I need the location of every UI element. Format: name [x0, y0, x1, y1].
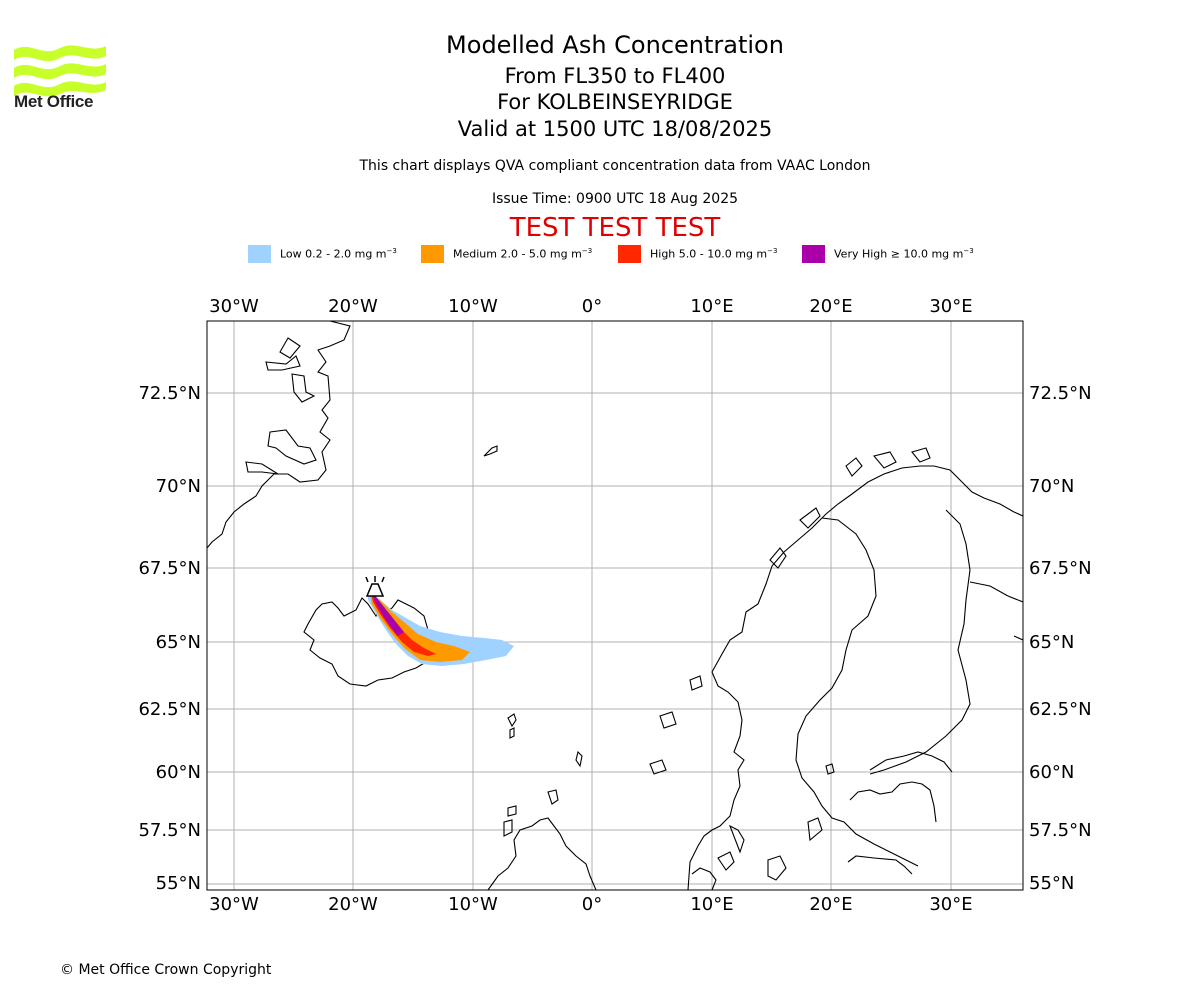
map-frame [206, 320, 1024, 891]
scotland-coast [487, 817, 597, 890]
lon-tick-label: 20°E [809, 894, 852, 915]
jan-mayen-coast [483, 445, 498, 457]
lat-tick-label: 70°N [1029, 476, 1074, 497]
flight-level-range: From FL350 to FL400 [504, 64, 726, 88]
denmark-coast [691, 851, 735, 890]
copyright-notice: © Met Office Crown Copyright [60, 962, 272, 978]
lat-tick-label: 67.5°N [138, 558, 201, 579]
map-gridlines [207, 321, 1023, 890]
lat-tick-label: 57.5°N [1029, 820, 1092, 841]
lat-tick-label: 72.5°N [138, 383, 201, 404]
lat-ticks-left: 72.5°N 70°N 67.5°N 65°N 62.5°N 60°N 57.5… [138, 383, 201, 894]
lon-tick-label: 20°E [809, 296, 852, 317]
issue-time: Issue Time: 0900 UTC 18 Aug 2025 [491, 191, 739, 207]
legend-item-very-high: Very High ≥ 10.0 mg m−3 [802, 244, 974, 264]
lon-tick-label: 10°E [690, 894, 733, 915]
lon-tick-label: 20°W [328, 296, 378, 317]
finland-coast [869, 509, 971, 775]
lon-ticks-top: 30°W 20°W 10°W 0° 10°E 20°E 30°E [209, 296, 972, 317]
lon-tick-label: 10°E [690, 296, 733, 317]
iceland-coast [303, 597, 431, 687]
chart-description: This chart displays QVA compliant concen… [359, 158, 871, 174]
lon-tick-label: 0° [582, 296, 602, 317]
volcano-icon [365, 576, 385, 597]
test-banner: TEST TEST TEST [509, 213, 721, 243]
lat-tick-label: 65°N [156, 632, 201, 653]
legend-item-low: Low 0.2 - 2.0 mg m−3 [248, 244, 397, 264]
greenland-coast [207, 321, 351, 549]
lon-tick-label: 30°E [929, 894, 972, 915]
legend-item-high: High 5.0 - 10.0 mg m−3 [618, 244, 777, 264]
lon-tick-label: 30°E [929, 296, 972, 317]
chart-title: Modelled Ash Concentration [446, 31, 784, 59]
valid-time: Valid at 1500 UTC 18/08/2025 [457, 117, 773, 141]
legend-swatch-very-high [802, 245, 825, 263]
lon-ticks-bottom: 30°W 20°W 10°W 0° 10°E 20°E 30°E [209, 894, 972, 915]
lat-tick-label: 55°N [1029, 873, 1074, 894]
lon-tick-label: 30°W [209, 296, 259, 317]
lon-tick-label: 0° [582, 894, 602, 915]
legend-item-medium: Medium 2.0 - 5.0 mg m−3 [421, 244, 592, 264]
legend-swatch-low [248, 245, 271, 263]
lon-tick-label: 30°W [209, 894, 259, 915]
shetland-coast [575, 750, 583, 768]
legend-label-medium: Medium 2.0 - 5.0 mg m−3 [453, 247, 593, 261]
legend-label-very-high: Very High ≥ 10.0 mg m−3 [834, 247, 974, 261]
legend-label-high: High 5.0 - 10.0 mg m−3 [650, 247, 778, 261]
lat-tick-label: 72.5°N [1029, 383, 1092, 404]
lat-tick-label: 55°N [156, 873, 201, 894]
legend-label-low: Low 0.2 - 2.0 mg m−3 [280, 247, 397, 261]
lat-tick-label: 62.5°N [138, 699, 201, 720]
lat-tick-label: 70°N [156, 476, 201, 497]
lat-tick-label: 62.5°N [1029, 699, 1092, 720]
faroe-coast [507, 713, 517, 728]
lat-tick-label: 57.5°N [138, 820, 201, 841]
logo-text: Met Office [14, 92, 94, 111]
scandinavia-coast [687, 465, 1023, 890]
legend-swatch-high [618, 245, 641, 263]
coastlines [207, 321, 1023, 890]
baltic-coast [847, 751, 953, 875]
lat-tick-label: 60°N [1029, 762, 1074, 783]
lat-tick-label: 65°N [1029, 632, 1074, 653]
lon-tick-label: 10°W [448, 296, 498, 317]
ash-area-very-high [372, 592, 404, 636]
ash-plume [368, 590, 514, 666]
sweden-finland-border [795, 517, 919, 867]
lon-tick-label: 10°W [448, 894, 498, 915]
met-office-logo-icon [14, 45, 106, 97]
lat-tick-label: 67.5°N [1029, 558, 1092, 579]
volcano-name: For KOLBEINSEYRIDGE [497, 90, 733, 114]
lon-tick-label: 20°W [328, 894, 378, 915]
ash-area-medium [370, 592, 470, 662]
lat-ticks-right: 72.5°N 70°N 67.5°N 65°N 62.5°N 60°N 57.5… [1029, 383, 1092, 894]
lat-tick-label: 60°N [156, 762, 201, 783]
legend-swatch-medium [421, 245, 444, 263]
